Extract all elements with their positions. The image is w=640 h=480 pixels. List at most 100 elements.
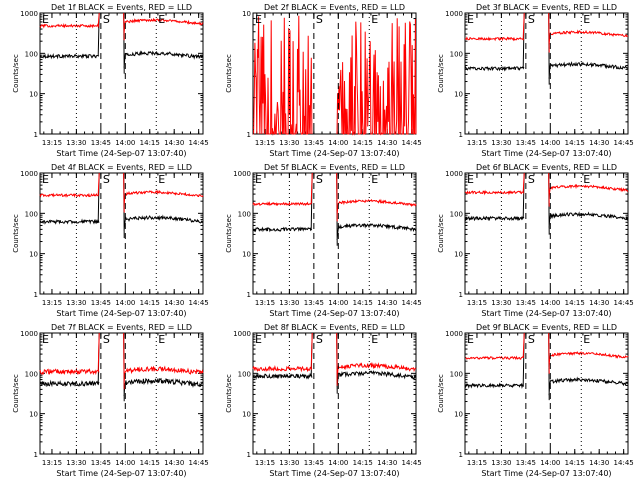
x-tick-label: 14:15 (353, 459, 373, 467)
y-tick-label: 1 (459, 131, 463, 139)
y-tick-label: 10 (242, 251, 251, 259)
x-tick-label: 14:45 (189, 139, 209, 147)
x-axis-label: Start Time (24-Sep-07 13:07:40) (481, 469, 611, 478)
x-tick-label: 13:45 (516, 299, 536, 307)
panel-7: Det 7f BLACK = Events, RED = LLD Start Ti… (12, 323, 209, 478)
y-tick-label: 100 (25, 210, 38, 218)
x-tick-label: 14:30 (377, 299, 397, 307)
series-line-lld (465, 172, 629, 207)
y-tick-label: 1000 (233, 170, 251, 178)
x-tick-label: 14:30 (589, 299, 609, 307)
x-tick-label: 13:45 (304, 139, 324, 147)
y-tick-label: 1000 (233, 330, 251, 338)
x-tick-label: 13:30 (279, 139, 299, 147)
x-tick-label: 13:45 (304, 459, 324, 467)
event-marker-label: S (103, 13, 110, 26)
panel-3: Det 3f BLACK = Events, RED = LLD Start Ti… (437, 3, 634, 158)
event-marker-label: S (528, 333, 535, 346)
event-marker-label: S (316, 13, 323, 26)
panel-8: Det 8f BLACK = Events, RED = LLD Start Ti… (225, 323, 422, 478)
y-axis-label: Counts/sec (12, 214, 20, 253)
plot-frame (252, 172, 417, 295)
y-axis-label: Counts/sec (437, 54, 445, 93)
event-marker-label: E (371, 333, 378, 346)
event-marker-label: E (42, 13, 49, 26)
x-tick-label: 13:15 (255, 299, 275, 307)
event-marker-label: E (467, 333, 474, 346)
event-marker-label: E (42, 173, 49, 186)
x-tick-label: 14:45 (189, 299, 209, 307)
x-tick-label: 13:45 (304, 299, 324, 307)
x-tick-label: 13:15 (467, 139, 487, 147)
panel-title: Det 8f BLACK = Events, RED = LLD (264, 323, 405, 332)
event-marker-label: E (583, 13, 590, 26)
x-tick-label: 14:15 (140, 459, 160, 467)
x-tick-label: 13:15 (255, 139, 275, 147)
x-tick-label: 14:30 (164, 299, 184, 307)
event-marker-label: E (255, 13, 262, 26)
panel-9: Det 9f BLACK = Events, RED = LLD Start Ti… (437, 323, 634, 478)
y-tick-label: 1 (247, 131, 251, 139)
series-line-events (464, 12, 629, 85)
x-tick-label: 13:15 (42, 139, 62, 147)
x-tick-label: 14:15 (565, 299, 585, 307)
x-tick-label: 14:15 (565, 459, 585, 467)
panel-title: Det 6f BLACK = Events, RED = LLD (476, 163, 617, 172)
x-tick-label: 13:15 (467, 459, 487, 467)
y-tick-label: 100 (238, 210, 251, 218)
x-axis-label: Start Time (24-Sep-07 13:07:40) (269, 149, 399, 158)
x-axis-label: Start Time (24-Sep-07 13:07:40) (269, 309, 399, 318)
x-tick-label: 14:30 (589, 459, 609, 467)
y-tick-label: 1000 (20, 330, 38, 338)
plot-frame (252, 332, 417, 455)
event-marker-label: E (42, 333, 49, 346)
x-tick-label: 14:45 (614, 299, 634, 307)
y-axis-label: Counts/sec (12, 374, 20, 413)
y-tick-label: 1 (459, 451, 463, 459)
panel-6: Det 6f BLACK = Events, RED = LLD Start Ti… (437, 163, 634, 318)
y-axis-label: Counts/sec (437, 214, 445, 253)
event-marker-label: E (158, 13, 165, 26)
event-marker-label: S (103, 173, 110, 186)
series-line-events (252, 172, 417, 246)
event-marker-label: S (316, 173, 323, 186)
series-line-lld (464, 12, 628, 53)
y-tick-label: 100 (25, 50, 38, 58)
panel-5: Det 5f BLACK = Events, RED = LLD Start Ti… (225, 163, 422, 318)
x-tick-label: 13:15 (42, 459, 62, 467)
event-marker-label: E (255, 173, 262, 186)
x-tick-label: 13:15 (255, 459, 275, 467)
x-tick-label: 14:30 (377, 139, 397, 147)
panel-title: Det 1f BLACK = Events, RED = LLD (51, 3, 192, 12)
x-tick-label: 13:45 (91, 139, 111, 147)
panel-title: Det 3f BLACK = Events, RED = LLD (476, 3, 617, 12)
y-axis-label: Counts/sec (437, 374, 445, 413)
y-tick-label: 10 (242, 10, 251, 18)
plot-frame (39, 12, 204, 135)
event-marker-label: S (316, 333, 323, 346)
event-marker-label: S (528, 173, 535, 186)
y-tick-label: 1000 (20, 10, 38, 18)
x-tick-label: 14:15 (140, 299, 160, 307)
y-tick-label: 1000 (445, 330, 463, 338)
x-tick-label: 14:45 (614, 459, 634, 467)
x-tick-label: 13:30 (279, 459, 299, 467)
event-marker-label: E (583, 173, 590, 186)
x-tick-label: 14:00 (328, 299, 348, 307)
y-tick-label: 1000 (20, 170, 38, 178)
series-line-lld (39, 172, 204, 213)
series-line-events (39, 12, 204, 74)
y-tick-label: 100 (450, 370, 463, 378)
event-marker-label: S (103, 333, 110, 346)
x-tick-label: 14:15 (565, 139, 585, 147)
series-line-lld (252, 172, 417, 222)
x-axis-label: Start Time (24-Sep-07 13:07:40) (269, 469, 399, 478)
y-tick-label: 1 (247, 291, 251, 299)
x-tick-label: 14:15 (140, 139, 160, 147)
x-tick-label: 14:00 (115, 299, 135, 307)
y-tick-label: 100 (450, 50, 463, 58)
x-tick-label: 14:30 (589, 139, 609, 147)
y-axis-label: Counts/sec (225, 374, 233, 413)
y-tick-label: 100 (25, 370, 38, 378)
y-tick-label: 10 (454, 411, 463, 419)
